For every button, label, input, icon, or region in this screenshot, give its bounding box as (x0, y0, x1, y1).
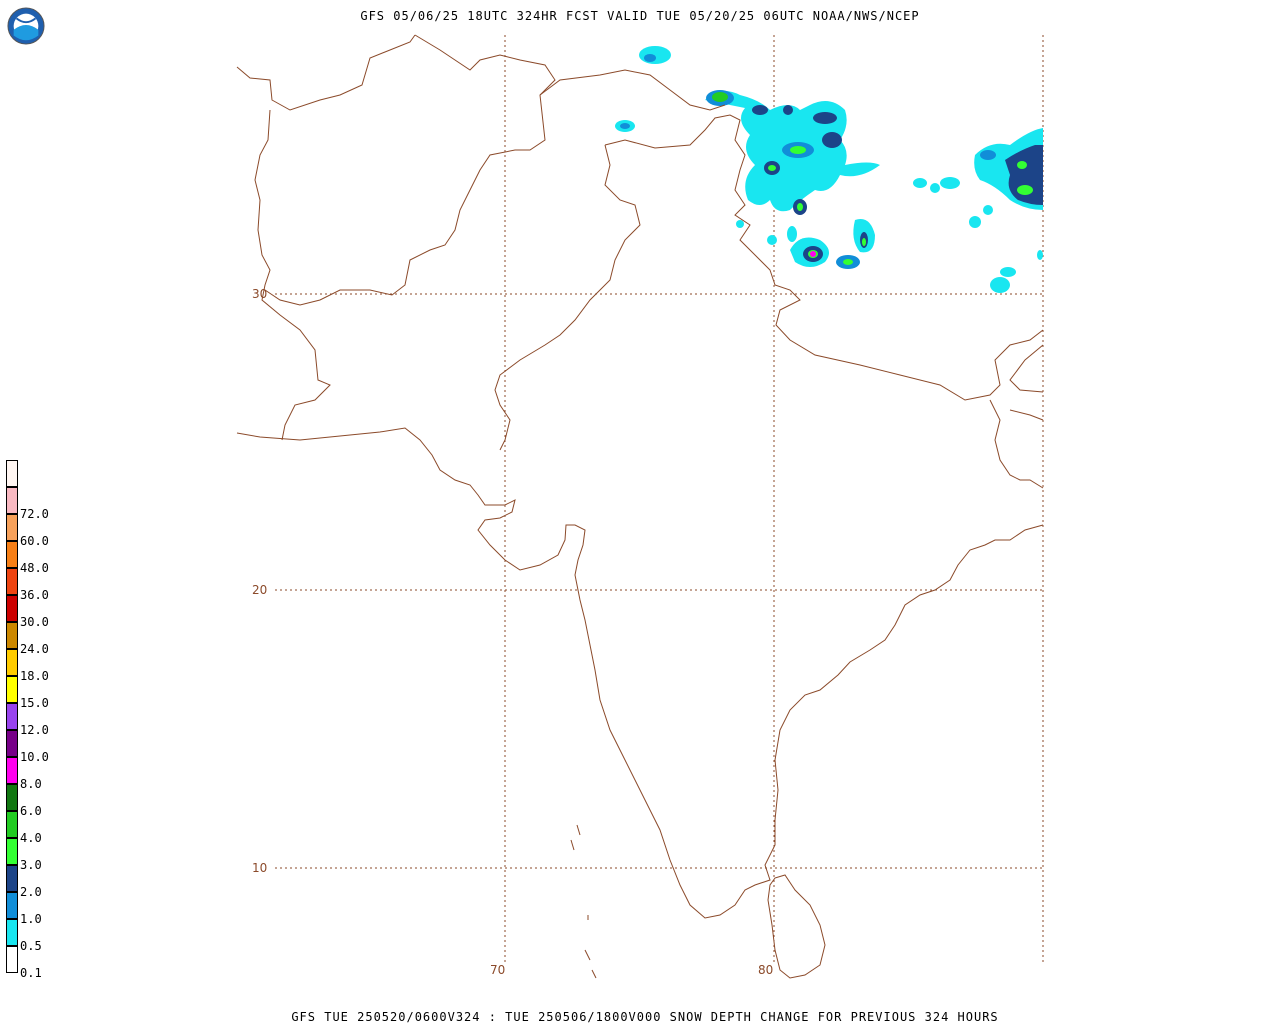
lat-label-10: 10 (252, 861, 268, 875)
legend-swatch (6, 784, 18, 811)
legend-swatch (6, 892, 18, 919)
legend-label: 36.0 (20, 588, 49, 602)
lon-label-70: 70 (490, 963, 506, 977)
legend-label: 10.0 (20, 750, 49, 764)
snow-patches (615, 46, 1043, 293)
legend-label: 4.0 (20, 831, 42, 845)
legend-swatch (6, 460, 18, 487)
legend-swatch (6, 811, 18, 838)
legend-swatch (6, 568, 18, 595)
legend-swatch (6, 865, 18, 892)
legend-label: 3.0 (20, 858, 42, 872)
legend-label: 48.0 (20, 561, 49, 575)
legend-label: 12.0 (20, 723, 49, 737)
lat-label-30: 30 (252, 287, 268, 301)
legend-label: 15.0 (20, 696, 49, 710)
legend-label: 2.0 (20, 885, 42, 899)
legend-swatch (6, 946, 18, 973)
legend-swatch (6, 730, 18, 757)
legend-label: 8.0 (20, 777, 42, 791)
legend-swatch (6, 622, 18, 649)
legend-label: 72.0 (20, 507, 49, 521)
map-title: GFS 05/06/25 18UTC 324HR FCST VALID TUE … (360, 9, 920, 23)
legend-label: 0.1 (20, 966, 42, 980)
legend-label: 24.0 (20, 642, 49, 656)
legend-label: 18.0 (20, 669, 49, 683)
latitude-gridlines (275, 293, 1043, 869)
legend-swatch (6, 487, 18, 514)
legend-swatch (6, 649, 18, 676)
legend-label: 60.0 (20, 534, 49, 548)
legend-swatch (6, 541, 18, 568)
lon-label-80: 80 (758, 963, 774, 977)
legend-swatch (6, 676, 18, 703)
legend-label: 0.5 (20, 939, 42, 953)
legend-label: 1.0 (20, 912, 42, 926)
legend-swatch (6, 838, 18, 865)
noaa-logo-icon (7, 7, 45, 45)
lat-label-20: 20 (252, 583, 268, 597)
legend-swatch (6, 919, 18, 946)
map-footer: GFS TUE 250520/0600V324 : TUE 250506/180… (291, 1010, 999, 1024)
legend-swatch (6, 514, 18, 541)
boundaries (236, 34, 1044, 979)
legend-label: 30.0 (20, 615, 49, 629)
legend-swatch (6, 595, 18, 622)
legend-label: 6.0 (20, 804, 42, 818)
legend-swatch (6, 703, 18, 730)
legend-swatch (6, 757, 18, 784)
